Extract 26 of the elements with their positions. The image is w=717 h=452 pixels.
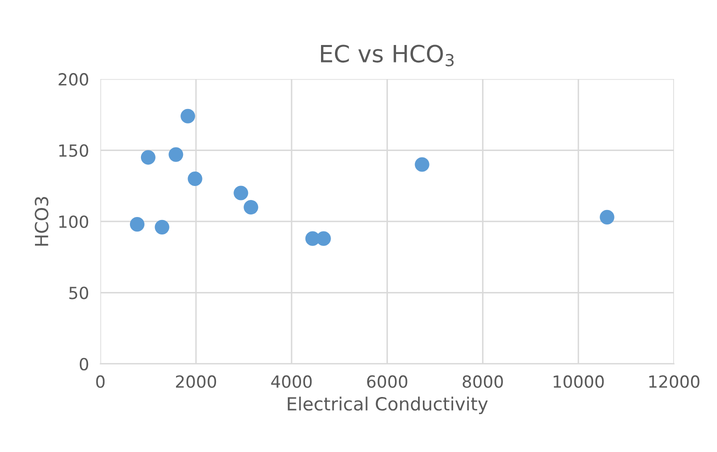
y-tick-label: 0 (80, 358, 88, 370)
y-tick-label: 200 (58, 73, 88, 86)
point (130, 217, 144, 232)
point (188, 171, 202, 186)
y-tick-label: 50 (69, 286, 88, 300)
point (244, 200, 258, 215)
x-tick-label: 4000 (271, 375, 312, 388)
x-tick-label: 6000 (367, 375, 408, 388)
x-tick-label: 8000 (462, 375, 503, 388)
point (234, 186, 248, 200)
x-tick-label: 10000 (554, 375, 604, 388)
point (414, 157, 430, 172)
point (140, 150, 156, 165)
y-axis-title: HCO3 (34, 196, 48, 246)
point (600, 210, 614, 224)
point (180, 108, 196, 124)
y-tick-label: 150 (59, 144, 88, 157)
x-axis-title: Electrical Conductivity (288, 396, 488, 414)
x-tick-label: 12000 (649, 375, 700, 388)
y-tick-label: 100 (59, 215, 88, 228)
chart-title: EC vs HCO$_{3}$ (321, 44, 454, 66)
point (168, 147, 184, 162)
point (316, 231, 331, 246)
x-tick-label: 0 (96, 375, 105, 388)
point (154, 220, 170, 234)
x-tick-label: 2000 (176, 375, 216, 388)
